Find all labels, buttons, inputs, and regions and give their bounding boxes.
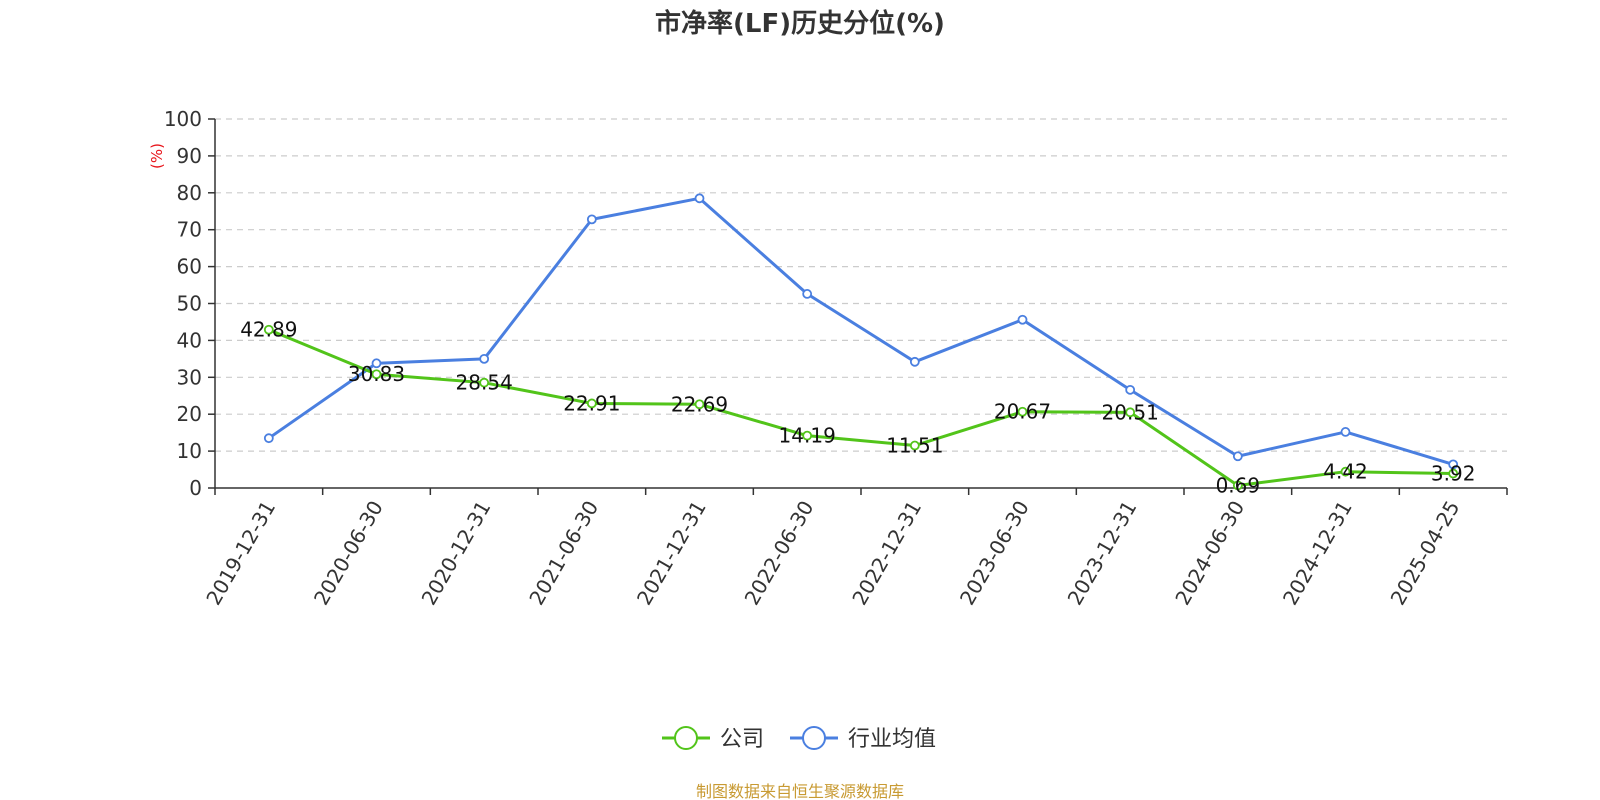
axes: 0 10 20 30 40 50 60 70 80 90 100 2019-12-31 2020-06-… xyxy=(164,107,1508,610)
y-tick-label: 50 xyxy=(177,292,202,316)
x-tick-label: 2021-06-30 xyxy=(524,497,603,610)
data-point[interactable] xyxy=(909,356,920,367)
data-label: 4.42 xyxy=(1323,460,1368,484)
data-point[interactable] xyxy=(371,358,382,369)
data-label: 20.67 xyxy=(994,400,1051,424)
data-point[interactable] xyxy=(1232,451,1243,462)
series-line xyxy=(267,196,1454,466)
legend-item-company[interactable]: 公司 xyxy=(662,726,764,752)
legend-item-industry-average[interactable]: 行业均值 xyxy=(790,726,936,752)
data-point[interactable] xyxy=(694,399,705,410)
y-tick-label: 20 xyxy=(177,402,202,426)
data-point[interactable] xyxy=(1017,406,1028,417)
x-tick-label: 2024-12-31 xyxy=(1278,497,1357,610)
x-tick-label: 2023-06-30 xyxy=(955,497,1034,610)
series-industry-average xyxy=(263,193,1459,470)
data-label: 28.54 xyxy=(456,371,513,395)
data-point[interactable] xyxy=(1125,384,1136,395)
data-point[interactable] xyxy=(1017,314,1028,325)
data-point[interactable] xyxy=(1125,407,1136,418)
y-tick-label: 80 xyxy=(177,181,202,205)
data-label: 0.69 xyxy=(1216,473,1261,497)
y-tick-label: 70 xyxy=(177,218,202,242)
data-point[interactable] xyxy=(909,440,920,451)
data-point[interactable] xyxy=(479,377,490,388)
data-point[interactable] xyxy=(802,430,813,441)
y-tick-label: 40 xyxy=(177,328,202,352)
data-label: 22.69 xyxy=(671,392,728,416)
x-tick-label: 2020-12-31 xyxy=(417,497,496,610)
data-point[interactable] xyxy=(263,433,274,444)
source-note: 制图数据来自恒生聚源数据库 xyxy=(696,782,904,800)
data-point[interactable] xyxy=(1448,468,1459,479)
data-label: 30.83 xyxy=(348,362,405,386)
data-point[interactable] xyxy=(1232,480,1243,491)
data-point[interactable] xyxy=(586,398,597,409)
data-point[interactable] xyxy=(694,193,705,204)
x-tick-label: 2022-06-30 xyxy=(740,497,819,610)
y-tick-label: 90 xyxy=(177,144,202,168)
y-tick-label: 10 xyxy=(177,439,202,463)
data-label: 42.89 xyxy=(240,318,297,342)
y-axis-unit-label: (%) xyxy=(148,143,166,169)
x-tick-label: 2020-06-30 xyxy=(309,497,388,610)
grid-lines xyxy=(215,118,1507,452)
x-tick-label: 2022-12-31 xyxy=(847,497,926,610)
data-point[interactable] xyxy=(263,324,274,335)
chart-title: 市净率(LF)历史分位(%) xyxy=(655,8,945,39)
legend-label: 行业均值 xyxy=(848,727,936,752)
data-point[interactable] xyxy=(1340,466,1351,477)
y-tick-label: 100 xyxy=(164,107,202,131)
data-label: 22.91 xyxy=(563,391,620,415)
data-point[interactable] xyxy=(1448,459,1459,470)
x-tick-label: 2019-12-31 xyxy=(201,497,280,610)
data-label: 3.92 xyxy=(1431,462,1476,486)
y-tick-label: 30 xyxy=(177,365,202,389)
y-tick-label: 0 xyxy=(189,476,202,500)
x-tick-label: 2025-04-25 xyxy=(1386,497,1465,610)
data-label: 11.51 xyxy=(886,434,943,458)
series-line xyxy=(268,328,1454,487)
legend-label: 公司 xyxy=(720,727,764,752)
y-tick-label: 60 xyxy=(177,255,202,279)
data-point[interactable] xyxy=(586,214,597,225)
data-point[interactable] xyxy=(802,289,813,299)
data-label: 20.51 xyxy=(1102,400,1159,424)
legend-marker xyxy=(802,726,826,750)
series-company xyxy=(263,324,1459,491)
data-point[interactable] xyxy=(479,353,490,364)
x-tick-label: 2023-12-31 xyxy=(1063,497,1142,610)
series-group xyxy=(263,193,1459,491)
legend-marker xyxy=(674,726,698,750)
legend[interactable]: 公司 行业均值 xyxy=(662,726,936,752)
x-tick-label: 2024-06-30 xyxy=(1170,497,1249,610)
data-point[interactable] xyxy=(1340,427,1351,437)
data-point[interactable] xyxy=(371,369,382,380)
x-tick-label: 2021-12-31 xyxy=(632,497,711,610)
data-label: 14.19 xyxy=(779,424,836,448)
data-labels: 42.89 30.83 28.54 22.91 22.69 14.19 11.51 20.67… xyxy=(240,318,1475,498)
